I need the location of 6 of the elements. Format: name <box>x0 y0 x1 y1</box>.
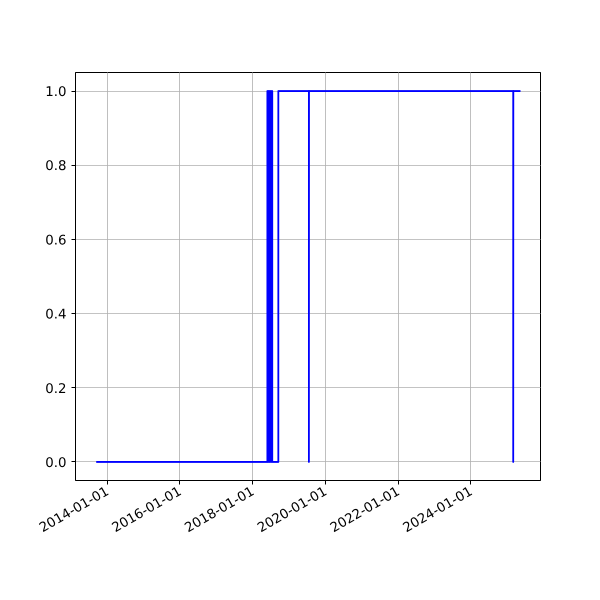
y-tick-label: 0.6 <box>45 233 67 248</box>
y-tick-label: 0.4 <box>45 308 67 323</box>
y-tick-label: 0.2 <box>45 382 67 397</box>
y-tick-label: 1.0 <box>45 85 67 100</box>
y-tick-label: 0.8 <box>45 159 67 174</box>
y-tick-label: 0.0 <box>45 456 67 471</box>
